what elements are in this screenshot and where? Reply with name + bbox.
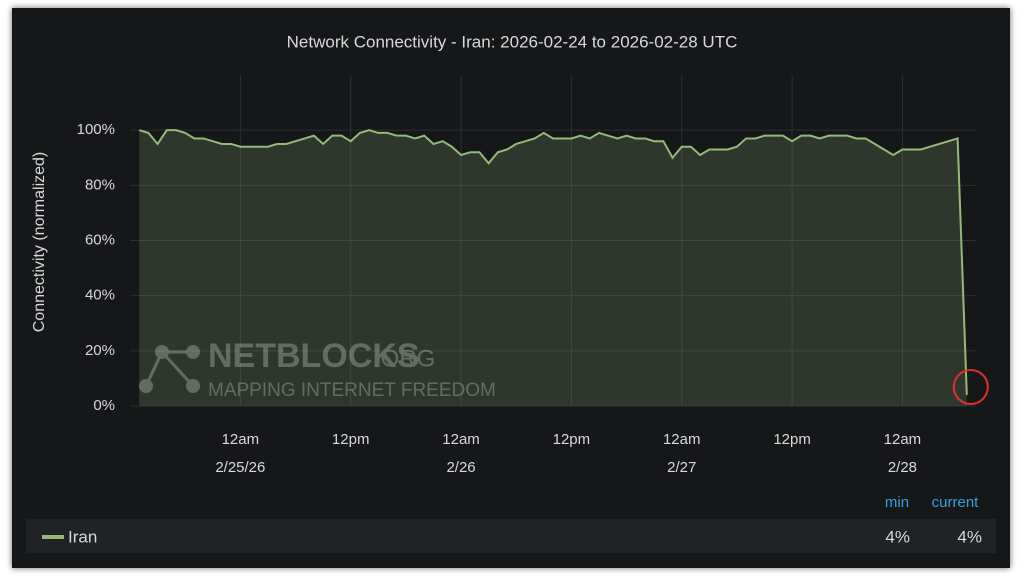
watermark-icon [186,345,200,359]
x-tick-label: 12am [222,431,260,448]
legend-value: 4% [957,527,982,546]
legend-swatch [42,535,64,539]
watermark-suffix: .ORG [374,345,435,372]
legend-label: Iran [68,527,97,546]
legend-header: min [885,494,909,511]
y-axis-label: Connectivity (normalized) [31,152,48,333]
watermark-brand: NETBLOCKS [208,337,420,375]
x-tick-label: 12am [663,431,701,448]
legend-row [26,519,996,553]
x-tick-label: 2/26 [446,459,475,476]
y-tick-label: 0% [93,397,115,414]
chart-title: Network Connectivity - Iran: 2026-02-24 … [287,32,738,51]
watermark-icon [139,379,153,393]
legend-header: current [932,494,980,511]
y-tick-label: 40% [85,287,115,304]
x-tick-label: 12am [442,431,480,448]
x-tick-label: 2/28 [888,459,917,476]
y-tick-label: 20% [85,342,115,359]
watermark-icon [144,350,195,388]
highlight-circle [952,368,989,405]
series-line [138,129,968,396]
x-tick-label: 12pm [773,431,811,448]
watermark-icon [186,379,200,393]
watermark-tagline: MAPPING INTERNET FREEDOM [208,380,496,401]
x-tick-label: 12am [884,431,922,448]
x-tick-label: 2/27 [667,459,696,476]
x-tick-label: 12pm [332,431,370,448]
y-tick-label: 60% [85,231,115,248]
y-tick-label: 80% [85,176,115,193]
watermark-icon [155,345,169,359]
x-tick-label: 12pm [553,431,591,448]
series-area [139,130,967,406]
watermark: NETBLOCKS.ORG MAPPING INTERNET FREEDOM [139,337,496,401]
x-tick-label: 2/25/26 [215,459,265,476]
y-tick-label: 100% [77,121,115,138]
legend-value: 4% [885,527,910,546]
